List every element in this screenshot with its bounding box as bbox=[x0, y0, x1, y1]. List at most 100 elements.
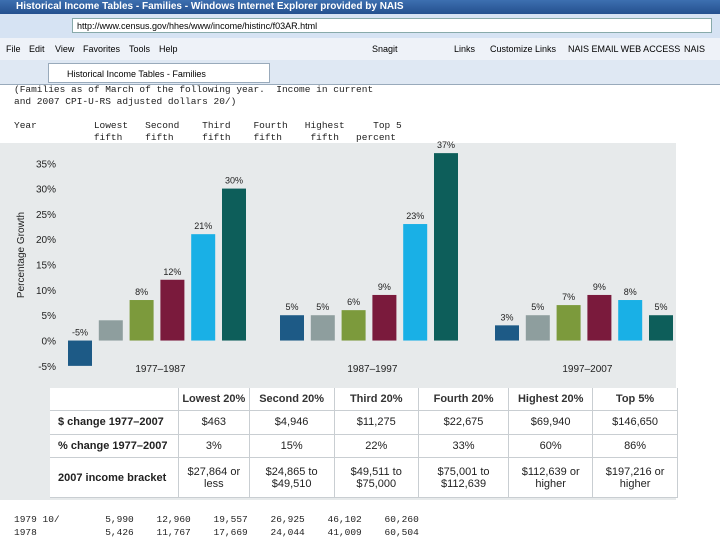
column-header: Fourth 20% bbox=[418, 388, 510, 412]
bar bbox=[403, 224, 428, 341]
bar bbox=[618, 300, 643, 341]
table-cell: $197,216 or higher bbox=[592, 457, 678, 498]
bar bbox=[525, 315, 550, 341]
toolbar-item[interactable]: Snagit bbox=[372, 44, 398, 54]
column-header: Highest 20% bbox=[508, 388, 594, 412]
table-cell: 33% bbox=[418, 434, 510, 459]
tab-bar: Historical Income Tables - Families bbox=[0, 60, 720, 85]
table-row: % change 1977–2007 3% 15% 22% 33% 60% 86% bbox=[50, 434, 678, 459]
menu-item[interactable]: Help bbox=[159, 44, 178, 54]
y-tick-label: 15% bbox=[36, 261, 56, 272]
value-label: 9% bbox=[593, 282, 606, 292]
table-cell: 3% bbox=[178, 434, 250, 459]
page-text-line: 1978 5,426 11,767 17,669 24,044 41,009 6… bbox=[14, 527, 419, 538]
value-label: 5% bbox=[316, 302, 329, 312]
table-header-row: Lowest 20% Second 20% Third 20% Fourth 20% H… bbox=[50, 388, 678, 412]
y-tick-label: 20% bbox=[36, 235, 56, 246]
row-label: % change 1977–2007 bbox=[50, 434, 179, 459]
column-header: Third 20% bbox=[334, 388, 419, 412]
bar bbox=[280, 315, 304, 341]
column-header: Top 5% bbox=[592, 388, 678, 412]
bar bbox=[222, 188, 246, 341]
table-cell: $69,940 bbox=[508, 410, 594, 435]
bar bbox=[587, 294, 612, 341]
table-cell: $75,001 to $112,639 bbox=[418, 457, 510, 498]
table-cell: $4,946 bbox=[249, 410, 335, 435]
menu-item[interactable]: Tools bbox=[129, 44, 151, 54]
value-label: 21% bbox=[194, 221, 212, 231]
table-corner bbox=[50, 388, 179, 412]
value-label: 5% bbox=[285, 302, 298, 312]
table-cell: 60% bbox=[508, 434, 594, 459]
table-cell: 86% bbox=[592, 434, 678, 459]
tab[interactable]: Historical Income Tables - Families bbox=[48, 63, 270, 83]
y-tick-label: 10% bbox=[36, 286, 56, 297]
bar bbox=[372, 294, 397, 341]
table-cell: $11,275 bbox=[334, 410, 419, 435]
y-tick-label: 0% bbox=[42, 337, 57, 348]
x-tick-label: 1987–1997 bbox=[347, 364, 397, 375]
bar bbox=[310, 315, 335, 341]
column-header: Second 20% bbox=[249, 388, 335, 412]
menu-bar: File Edit View Favorites Tools Help Snagit Link… bbox=[0, 38, 720, 60]
menu-item[interactable]: Favorites bbox=[83, 44, 121, 54]
bar bbox=[191, 234, 216, 341]
toolbar-item[interactable]: NAIS EMAIL WEB ACCESS bbox=[568, 44, 681, 54]
row-label: 2007 income bracket bbox=[50, 457, 179, 498]
value-label: 12% bbox=[163, 267, 181, 277]
value-label: 5% bbox=[654, 302, 667, 312]
x-tick-label: 1997–2007 bbox=[562, 364, 612, 375]
value-label: 8% bbox=[624, 287, 637, 297]
page-text-line: 1979 10/ 5,990 12,960 19,557 26,925 46,1… bbox=[14, 514, 419, 525]
table-row: $ change 1977–2007 $463 $4,946 $11,275 $22,6… bbox=[50, 410, 678, 435]
value-label: 7% bbox=[562, 292, 575, 302]
value-label: 23% bbox=[406, 211, 424, 221]
y-tick-label: 25% bbox=[36, 210, 56, 221]
summary-table: Lowest 20% Second 20% Third 20% Fourth 20% H… bbox=[50, 388, 678, 498]
column-header: Lowest 20% bbox=[178, 388, 250, 412]
table-cell: $146,650 bbox=[592, 410, 678, 435]
y-tick-label: 35% bbox=[36, 159, 56, 170]
menu-item[interactable]: Edit bbox=[29, 44, 45, 54]
bar bbox=[556, 305, 581, 341]
table-cell: $112,639 or higher bbox=[508, 457, 594, 498]
table-cell: $463 bbox=[178, 410, 250, 435]
y-axis-label: Percentage Growth bbox=[16, 212, 27, 298]
bar bbox=[434, 153, 458, 341]
value-label: -5% bbox=[72, 328, 88, 338]
table-cell: $24,865 to $49,510 bbox=[249, 457, 335, 498]
bar bbox=[98, 320, 123, 341]
y-tick-label: 30% bbox=[36, 185, 56, 196]
x-tick-label: 1977–1987 bbox=[135, 364, 185, 375]
toolbar-item[interactable]: Customize Links bbox=[490, 44, 557, 54]
toolbar-item[interactable]: Links bbox=[454, 44, 476, 54]
page-text-line: (Families as of March of the following y… bbox=[14, 84, 374, 95]
y-tick-label: -5% bbox=[38, 362, 56, 373]
value-label: 37% bbox=[437, 140, 455, 150]
bar bbox=[341, 310, 366, 341]
value-label: 5% bbox=[531, 302, 544, 312]
table-cell: 22% bbox=[334, 434, 419, 459]
value-label: 3% bbox=[500, 312, 513, 322]
page-text-line: Year Lowest Second Third Fourth Highest … bbox=[14, 120, 402, 131]
table-row: 2007 income bracket $27,864 or less $24,86… bbox=[50, 457, 678, 498]
url-field[interactable]: http://www.census.gov/hhes/www/income/hi… bbox=[72, 18, 712, 33]
menu-item[interactable]: View bbox=[55, 44, 75, 54]
table-cell: $49,511 to $75,000 bbox=[334, 457, 419, 498]
bar bbox=[160, 279, 185, 341]
toolbar-item[interactable]: NAIS bbox=[684, 44, 706, 54]
y-tick-label: 5% bbox=[42, 311, 57, 322]
table-cell: $22,675 bbox=[418, 410, 510, 435]
value-label: 6% bbox=[347, 297, 360, 307]
page-text-line: and 2007 CPI-U-RS adjusted dollars 20/) bbox=[14, 96, 237, 107]
table-cell: $27,864 or less bbox=[178, 457, 250, 498]
bar bbox=[649, 315, 673, 341]
value-label: 30% bbox=[225, 176, 243, 186]
value-label: 8% bbox=[135, 287, 148, 297]
bar bbox=[129, 300, 154, 341]
table-cell: 15% bbox=[249, 434, 335, 459]
menu-item[interactable]: File bbox=[6, 44, 21, 54]
address-bar: http://www.census.gov/hhes/www/income/hi… bbox=[0, 14, 720, 38]
